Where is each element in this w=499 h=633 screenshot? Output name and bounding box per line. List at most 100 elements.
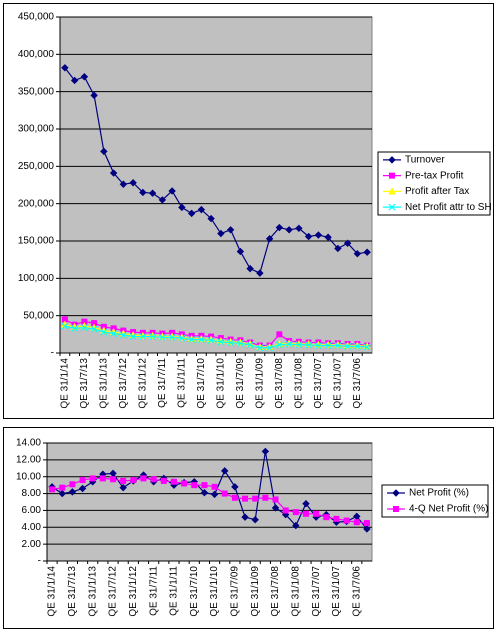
x-tick-label: QE 31/7/07 [311,566,322,617]
marker [363,343,371,351]
marker [187,209,196,218]
y-tick-label: 400,000 [18,49,55,60]
marker [158,196,167,204]
marker [140,475,147,482]
marker [272,496,279,503]
marker [217,338,225,346]
marker [231,494,238,501]
y-tick-label: 10.00 [16,471,41,482]
marker [130,477,137,484]
marker [302,510,309,517]
marker [353,342,361,350]
marker [178,203,186,212]
marker [271,504,280,512]
x-tick-label: QE 31/7/13 [67,566,78,617]
marker [71,324,79,332]
marker [221,490,228,497]
x-tick-label: QE 31/1/13 [87,566,98,617]
marker [252,495,259,502]
marker [256,269,264,277]
marker [363,525,371,533]
marker [158,333,166,341]
y-tick-label: 200,000 [18,198,55,209]
x-tick-label: QE 31/1/08 [290,566,301,617]
legend-label: Pre-tax Profit [405,170,464,181]
y-tick-label: - [51,348,54,359]
marker [314,342,322,349]
marker [149,333,157,340]
marker [160,477,167,484]
marker [285,226,293,234]
x-tick-label: QE 31/7/06 [351,566,362,617]
legend-label: 4-Q Net Profit (%) [409,504,488,515]
marker [170,478,177,485]
x-tick-label: QE 31/1/11 [177,358,188,408]
x-tick-label: QE 31/7/09 [235,358,246,409]
marker [197,336,205,343]
marker [292,521,300,530]
marker [392,489,400,497]
x-tick-label: QE 31/7/09 [230,566,241,617]
marker [139,333,147,340]
legend-label: Net Profit attr to SH [405,202,492,213]
marker [353,519,360,526]
x-tick-label: QE 31/1/07 [331,566,342,617]
marker [353,249,362,258]
marker [304,232,313,241]
marker [292,509,299,516]
x-tick-label: QE 31/1/09 [250,566,261,617]
x-tick-label: QE 31/7/11 [157,358,168,408]
marker [120,477,127,484]
marker [285,340,293,348]
marker [168,187,176,195]
marker [99,475,106,482]
x-tick-label: QE 31/7/12 [108,566,119,617]
marker [90,91,98,100]
marker [334,244,342,253]
marker [363,520,370,527]
marker [388,156,396,164]
marker [191,482,198,489]
y-tick-label: 8.00 [22,488,42,499]
marker [388,203,396,211]
y-tick-label: 2.00 [22,539,42,550]
legend-box [377,151,491,216]
marker [58,489,66,498]
marker [59,484,66,491]
marker [261,447,270,456]
marker [148,189,157,197]
marker [313,510,320,517]
marker [302,499,310,508]
x-tick-label: QE 31/1/12 [138,358,149,409]
plot-area [59,16,373,354]
marker [119,483,127,492]
chart: - 2.00 4.00 6.00 8.00 10.00 12.00 14.00 QE 31/1/… [3,427,494,629]
y-tick-label: 250,000 [18,161,55,172]
marker [333,515,340,522]
marker [324,233,332,241]
marker [68,488,77,496]
y-tick-label: 4.00 [22,522,42,533]
x-tick-label: QE 31/1/13 [99,358,110,409]
marker [90,325,98,333]
marker [305,341,313,349]
x-tick-label: QE 31/1/14 [47,566,58,617]
marker [251,515,259,524]
y-tick-label: 100,000 [18,273,55,284]
x-tick-label: QE 31/7/13 [79,358,90,409]
marker [323,514,330,521]
marker [393,506,399,512]
marker [344,342,352,350]
marker [256,344,264,352]
marker [211,483,218,490]
marker [150,476,157,483]
marker [246,341,254,349]
x-tick-label: QE 31/1/10 [209,566,220,617]
marker [227,339,235,346]
marker [100,147,108,156]
marker [70,76,79,85]
x-tick-label: QE 31/1/14 [60,358,71,409]
marker [343,517,350,524]
marker [119,180,128,188]
marker [80,324,88,332]
